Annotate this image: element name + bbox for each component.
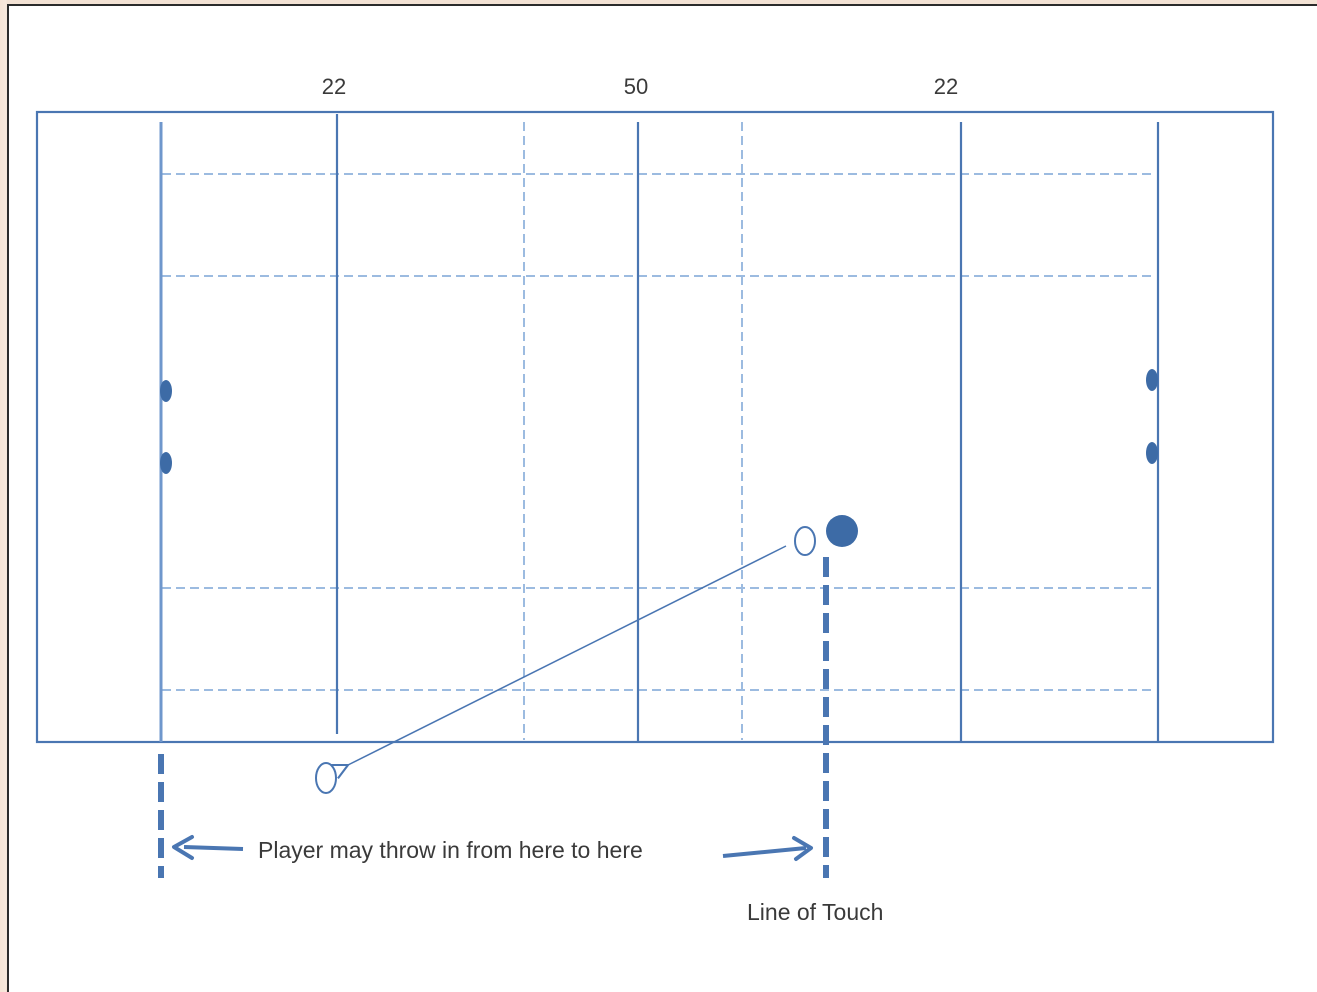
goal-post-left-top <box>160 380 172 402</box>
goal-post-right-bottom <box>1146 442 1158 464</box>
label-halfway: 50 <box>624 74 648 99</box>
goal-post-left-bottom <box>160 452 172 474</box>
throw-range-label: Player may throw in from here to here <box>258 837 643 863</box>
solid-vertical-lines <box>159 114 1160 742</box>
throw-range-arrow-left <box>172 835 244 860</box>
throw-range-arrow-right <box>722 836 813 861</box>
label-twenty-two-left: 22 <box>322 74 346 99</box>
diagram-panel <box>7 4 1317 992</box>
goal-post-right-top <box>1146 369 1158 391</box>
player-marker-field <box>794 526 816 556</box>
line-of-touch-label: Line of Touch <box>747 899 883 925</box>
player-marker-thrower <box>315 762 337 794</box>
goal-posts <box>160 369 1158 474</box>
throw-path-arrow <box>331 545 787 780</box>
ball <box>826 515 858 547</box>
dashed-horizontal-lines <box>162 173 1156 691</box>
field-boundary <box>35 110 1275 744</box>
dashed-vertical-lines <box>523 122 743 740</box>
label-twenty-two-right: 22 <box>934 74 958 99</box>
